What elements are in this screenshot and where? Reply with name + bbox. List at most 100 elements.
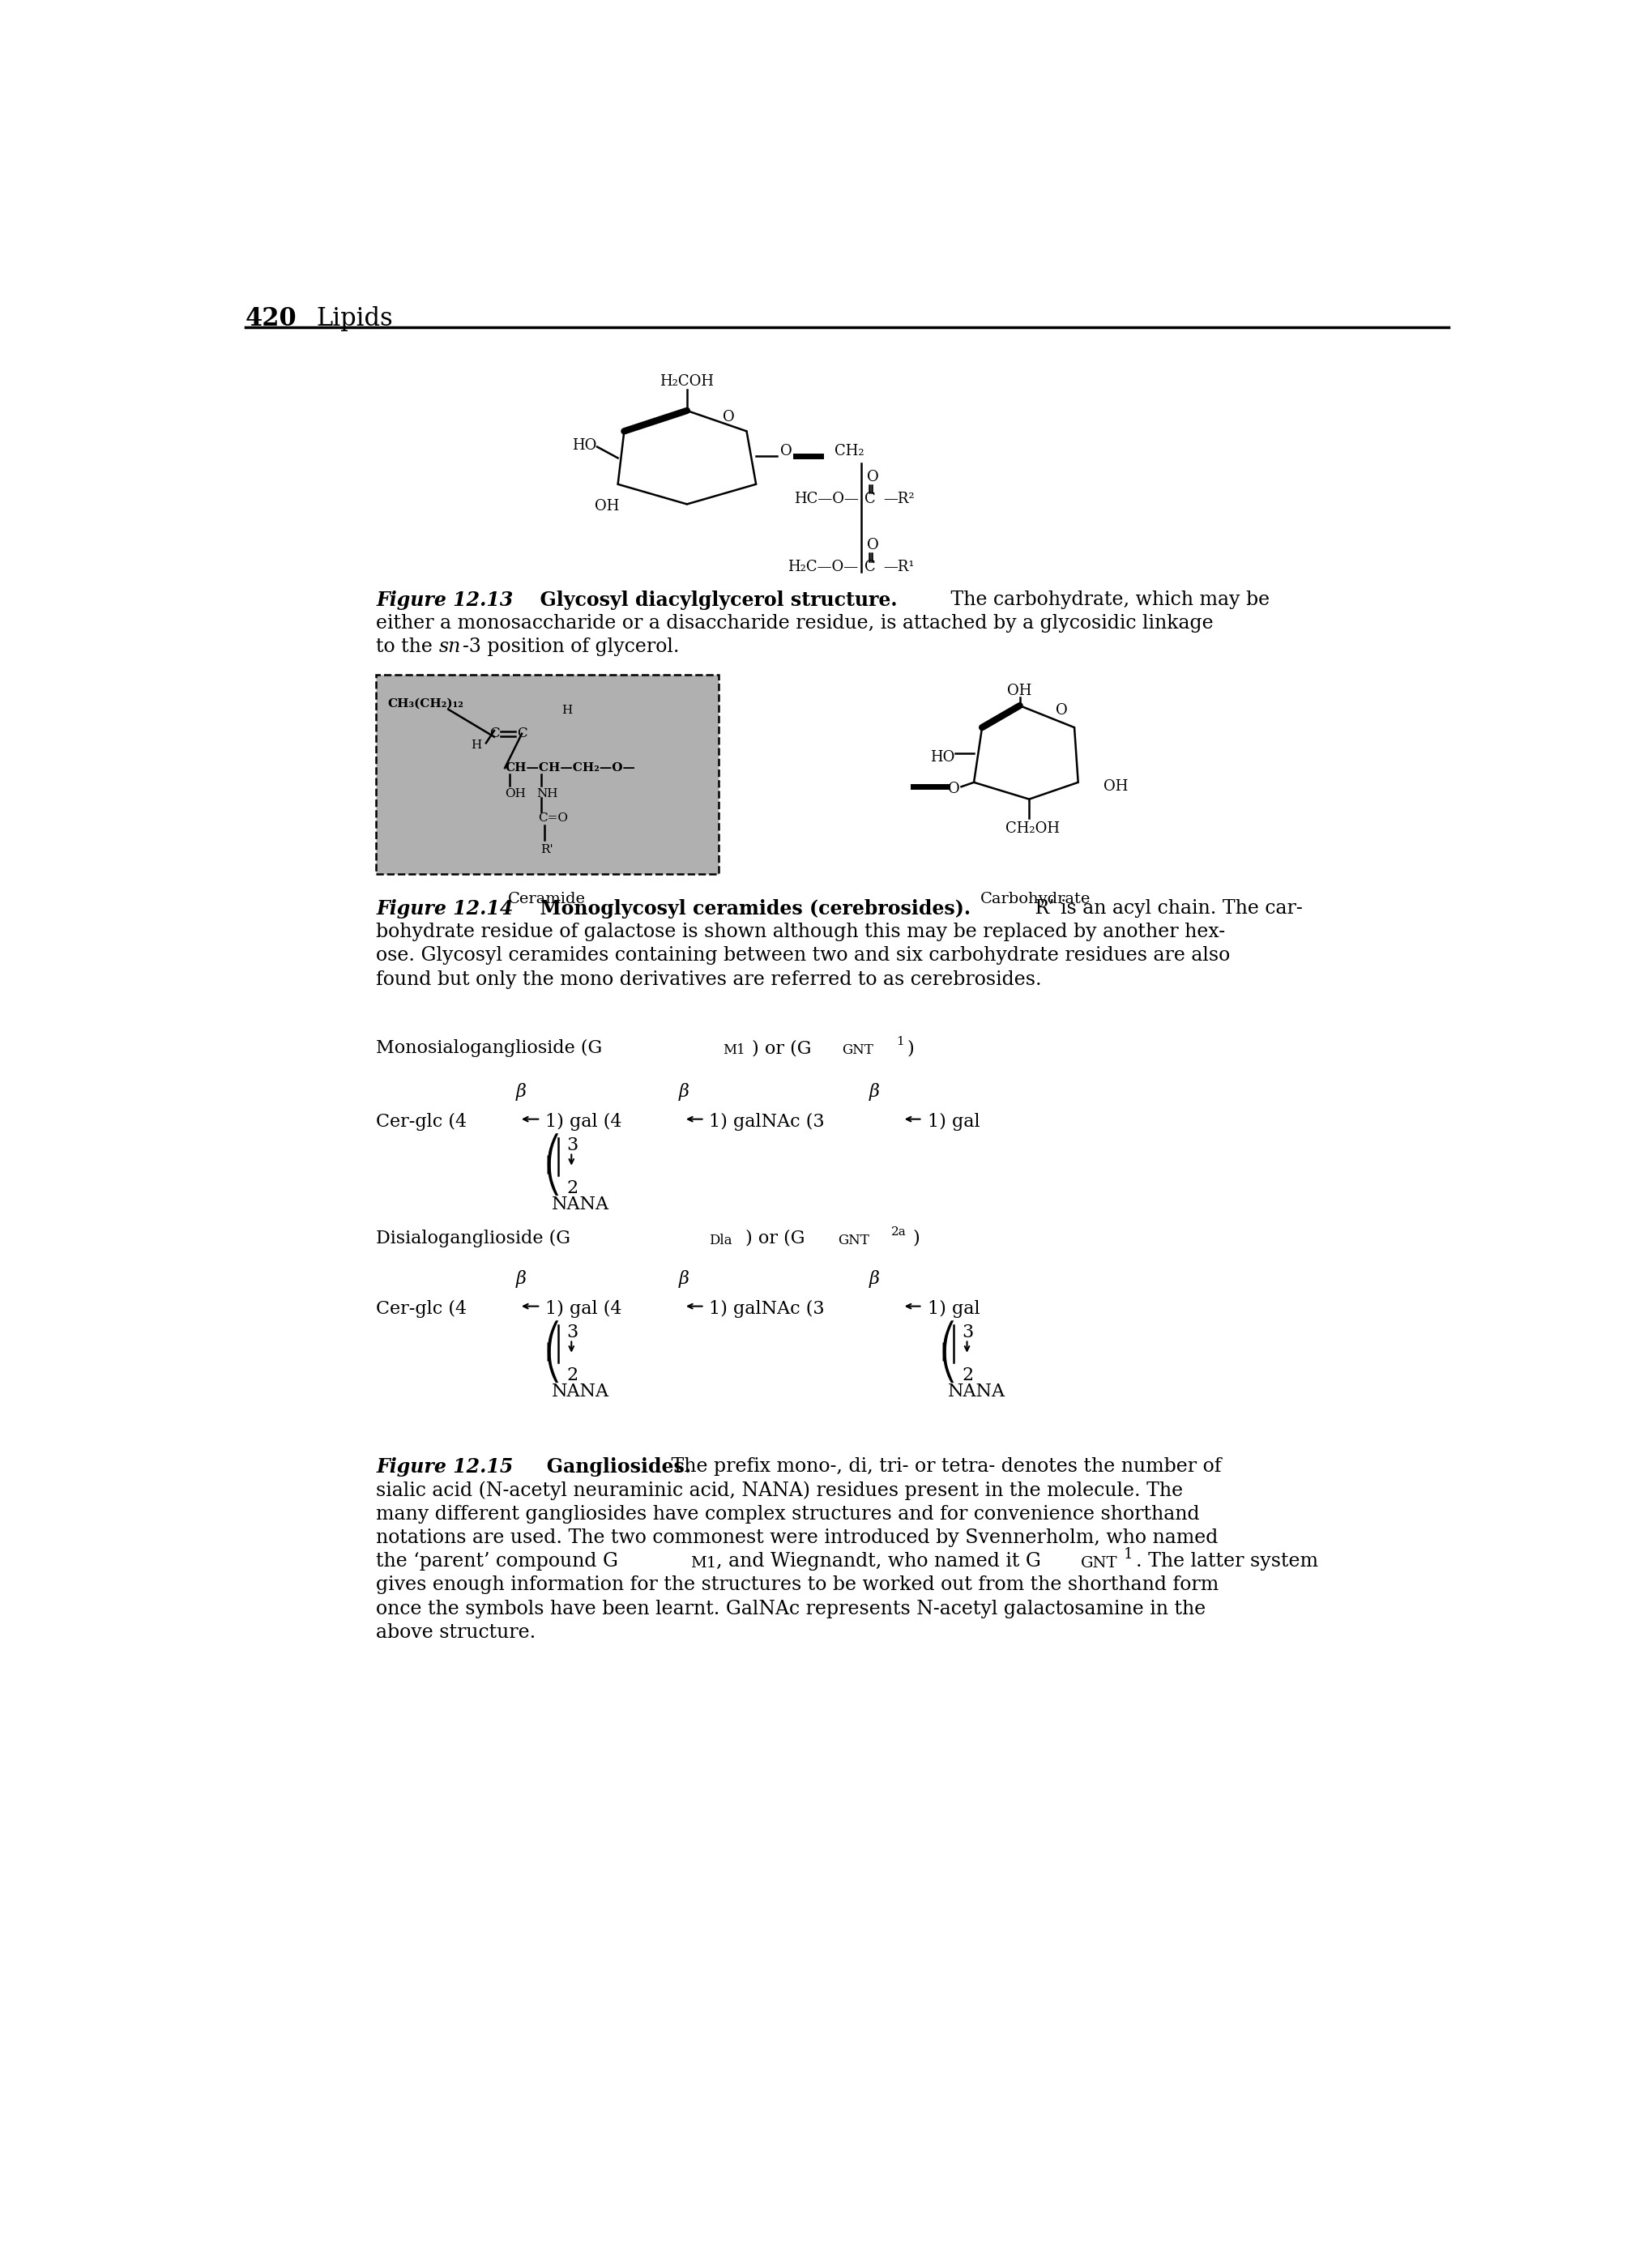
Text: ) or (G: ) or (G — [752, 1039, 811, 1057]
Text: Ceramide: Ceramide — [507, 891, 585, 907]
Text: HO: HO — [572, 438, 596, 454]
Text: β: β — [515, 1084, 525, 1100]
Text: -3 position of glycerol.: -3 position of glycerol. — [463, 637, 679, 655]
Text: 1) galNAc (3: 1) galNAc (3 — [709, 1114, 824, 1132]
Text: Gangliosides.: Gangliosides. — [527, 1458, 691, 1476]
Text: to the: to the — [377, 637, 439, 655]
Text: GNT: GNT — [838, 1234, 869, 1247]
Text: O: O — [722, 411, 735, 424]
Text: H₂COH: H₂COH — [659, 374, 714, 388]
Text: The prefix mono-, di, tri- or tetra- denotes the number of: The prefix mono-, di, tri- or tetra- den… — [664, 1458, 1221, 1476]
Text: ⎛: ⎛ — [938, 1320, 957, 1361]
Text: OH: OH — [1104, 780, 1127, 794]
Text: CH₃(CH₂)₁₂: CH₃(CH₂)₁₂ — [387, 699, 463, 710]
Text: above structure.: above structure. — [377, 1624, 535, 1642]
Text: once the symbols have been learnt. GalNAc represents N-acetyl galactosamine in t: once the symbols have been learnt. GalNA… — [377, 1599, 1206, 1617]
Text: C: C — [517, 726, 527, 742]
Text: ⎝: ⎝ — [938, 1343, 957, 1383]
Text: 1) gal (4: 1) gal (4 — [545, 1300, 621, 1318]
Text: the ‘parent’ compound G: the ‘parent’ compound G — [377, 1551, 618, 1572]
Text: —R¹: —R¹ — [884, 560, 914, 574]
Text: NANA: NANA — [947, 1383, 1004, 1402]
Text: O: O — [780, 445, 791, 458]
Text: 2: 2 — [567, 1179, 578, 1198]
Text: gives enough information for the structures to be worked out from the shorthand : gives enough information for the structu… — [377, 1576, 1219, 1594]
Text: NANA: NANA — [552, 1383, 610, 1402]
Text: ): ) — [912, 1229, 920, 1247]
Text: CH₂: CH₂ — [834, 445, 864, 458]
Text: Cer-glc (4: Cer-glc (4 — [377, 1300, 468, 1318]
Text: 3: 3 — [567, 1325, 578, 1343]
Text: ⎝: ⎝ — [544, 1343, 560, 1383]
Text: 2: 2 — [567, 1365, 578, 1383]
Text: R’ is an acyl chain. The car-: R’ is an acyl chain. The car- — [1029, 898, 1302, 919]
Text: sn: sn — [439, 637, 461, 655]
Text: HO: HO — [930, 751, 955, 764]
Text: ⎝: ⎝ — [544, 1154, 560, 1195]
Text: C: C — [864, 560, 876, 574]
Text: R': R' — [540, 844, 553, 855]
Text: H₂C—O—: H₂C—O— — [788, 560, 857, 574]
Text: C: C — [489, 726, 499, 742]
Text: either a monosaccharide or a disaccharide residue, is attached by a glycosidic l: either a monosaccharide or a disaccharid… — [377, 615, 1213, 633]
Text: Glycosyl diacylglycerol structure.: Glycosyl diacylglycerol structure. — [527, 590, 897, 610]
Text: Monoglycosyl ceramides (cerebrosides).: Monoglycosyl ceramides (cerebrosides). — [527, 898, 970, 919]
Text: O: O — [947, 780, 960, 796]
Text: 1: 1 — [895, 1036, 904, 1048]
Text: , and Wiegnandt, who named it G: , and Wiegnandt, who named it G — [715, 1551, 1041, 1572]
Text: C: C — [864, 492, 876, 506]
Text: many different gangliosides have complex structures and for convenience shorthan: many different gangliosides have complex… — [377, 1504, 1199, 1524]
Text: notations are used. The two commonest were introduced by Svennerholm, who named: notations are used. The two commonest we… — [377, 1529, 1218, 1547]
Text: O: O — [1056, 703, 1067, 717]
Text: H: H — [562, 705, 572, 717]
Text: CH₂OH: CH₂OH — [1004, 821, 1059, 835]
Text: NH: NH — [535, 787, 557, 798]
Text: Lipids: Lipids — [316, 306, 393, 331]
Text: β: β — [869, 1084, 879, 1100]
Text: O: O — [866, 538, 879, 553]
Text: M1: M1 — [722, 1043, 745, 1057]
Text: ⎛: ⎛ — [544, 1134, 560, 1175]
Text: ⎛: ⎛ — [544, 1320, 560, 1361]
Text: HC—O—: HC—O— — [793, 492, 857, 506]
Text: CH—CH—CH₂—O—: CH—CH—CH₂—O— — [504, 762, 634, 773]
Text: β: β — [679, 1270, 689, 1288]
Text: β: β — [515, 1270, 525, 1288]
Text: The carbohydrate, which may be: The carbohydrate, which may be — [943, 590, 1269, 608]
Text: Cer-glc (4: Cer-glc (4 — [377, 1114, 468, 1132]
Text: found but only the mono derivatives are referred to as cerebrosides.: found but only the mono derivatives are … — [377, 971, 1041, 989]
Text: β: β — [869, 1270, 879, 1288]
Text: H: H — [471, 739, 482, 751]
Text: OH: OH — [504, 787, 525, 798]
Text: C=O: C=O — [539, 812, 568, 823]
Text: Disialoganglioside (G: Disialoganglioside (G — [377, 1229, 570, 1247]
Text: Figure 12.14: Figure 12.14 — [377, 898, 514, 919]
Text: sialic acid (N-acetyl neuraminic acid, NANA) residues present in the molecule. T: sialic acid (N-acetyl neuraminic acid, N… — [377, 1481, 1183, 1499]
Text: M1: M1 — [691, 1556, 715, 1569]
Text: OH: OH — [595, 499, 620, 513]
Text: Figure 12.15: Figure 12.15 — [377, 1458, 514, 1476]
Text: 1) gal (4: 1) gal (4 — [545, 1114, 621, 1132]
Text: GNT: GNT — [841, 1043, 872, 1057]
Text: ): ) — [907, 1039, 914, 1057]
Text: —R²: —R² — [884, 492, 914, 506]
Text: ) or (G: ) or (G — [745, 1229, 805, 1247]
Text: . The latter system: . The latter system — [1135, 1551, 1318, 1572]
Text: 420: 420 — [246, 306, 297, 331]
Text: 1) galNAc (3: 1) galNAc (3 — [709, 1300, 824, 1318]
Text: O: O — [866, 469, 879, 483]
Text: 1) gal: 1) gal — [927, 1114, 980, 1132]
Text: 3: 3 — [567, 1136, 578, 1154]
Text: 2a: 2a — [890, 1227, 905, 1238]
Text: 2: 2 — [961, 1365, 973, 1383]
Text: Carbohydrate: Carbohydrate — [980, 891, 1090, 907]
Text: Figure 12.13: Figure 12.13 — [377, 590, 514, 610]
Text: NANA: NANA — [552, 1195, 610, 1213]
Text: β: β — [679, 1084, 689, 1100]
Text: 1) gal: 1) gal — [927, 1300, 980, 1318]
Text: 3: 3 — [961, 1325, 973, 1343]
Text: bohydrate residue of galactose is shown although this may be replaced by another: bohydrate residue of galactose is shown … — [377, 923, 1224, 941]
Bar — [377, 674, 719, 873]
Text: ose. Glycosyl ceramides containing between two and six carbohydrate residues are: ose. Glycosyl ceramides containing betwe… — [377, 946, 1229, 964]
Text: 1: 1 — [1123, 1547, 1132, 1563]
